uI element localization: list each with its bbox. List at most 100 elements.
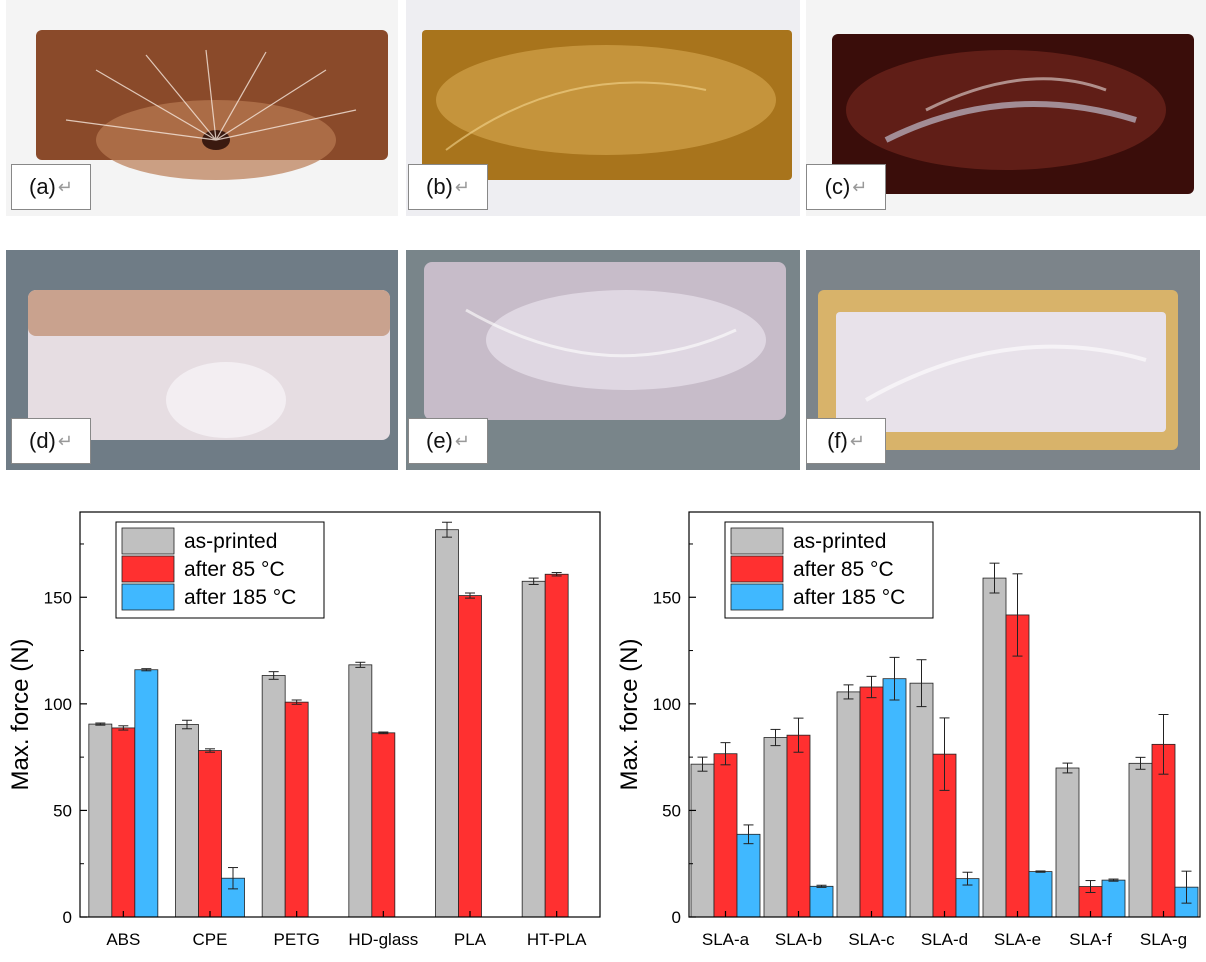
legend-entry: after 85 °C: [184, 558, 285, 581]
bar-2-0-3: [909, 682, 934, 918]
error-bar-2-0-6: [1135, 756, 1146, 770]
bar-2-0-6: [1128, 762, 1153, 918]
bar-1-0-5: [521, 580, 546, 918]
legend-swatch: [730, 555, 784, 583]
y-tick-label: 50: [662, 801, 681, 820]
photo-label-d: (d) ↵: [11, 418, 91, 464]
legend-entry: as-printed: [793, 530, 886, 553]
photo-b-image: [406, 0, 800, 216]
photo-panel-f: (f) ↵: [806, 250, 1200, 470]
error-bar-2-0-1: [770, 728, 781, 747]
error-bar-1-1-1: [205, 748, 215, 753]
bar-1-0-4: [435, 529, 459, 918]
bar-2-1-0: [713, 753, 738, 918]
error-bar-2-1-3: [939, 717, 950, 791]
photo-label-f: (f) ↵: [806, 418, 886, 464]
error-bar-1-2-1: [228, 867, 238, 890]
bar-2-2-4: [1028, 871, 1053, 918]
error-bar-2-2-6: [1181, 870, 1192, 904]
photo-panel-b: (b) ↵: [406, 0, 800, 216]
bar-2-0-5: [1055, 767, 1080, 918]
y-axis-label: Max. force (N): [7, 638, 34, 790]
legend-swatch: [121, 555, 175, 583]
y-tick-label: 0: [63, 908, 72, 927]
bar-2-2-5: [1101, 879, 1126, 918]
x-tick-label: SLA-b: [775, 930, 822, 949]
bar-1-0-3: [348, 664, 373, 918]
bar-2-0-1: [763, 737, 788, 918]
legend: as-printed after 85 °C after 185 °C: [724, 521, 934, 619]
error-bar-1-1-0: [118, 725, 129, 731]
legend-entry: after 85 °C: [793, 558, 894, 581]
x-tick-label: ABS: [106, 930, 140, 949]
bar-2-2-0: [736, 833, 761, 918]
legend-entry: after 185 °C: [184, 586, 296, 609]
x-tick-label: CPE: [193, 930, 228, 949]
bar-1-0-1: [175, 724, 199, 918]
photo-panel-c: (c) ↵: [806, 0, 1206, 216]
x-tick-label: SLA-a: [702, 930, 750, 949]
legend-entry: after 185 °C: [793, 586, 905, 609]
x-tick-label: SLA-f: [1069, 930, 1112, 949]
error-bar-2-1-5: [1085, 880, 1096, 893]
bar-2-0-0: [690, 763, 715, 918]
photo-label-b: (b) ↵: [408, 164, 488, 210]
bar-2-1-4: [1005, 614, 1030, 918]
bar-2-1-1: [786, 734, 811, 918]
legend-swatch: [730, 527, 784, 555]
error-bar-2-2-0: [743, 824, 754, 845]
photo-panel-a: (a) ↵: [6, 0, 398, 216]
legend: as-printed after 85 °C after 185 °C: [115, 521, 325, 619]
x-tick-label: SLA-e: [994, 930, 1041, 949]
photo-label-a: (a) ↵: [11, 164, 91, 210]
error-bar-1-2-0: [141, 668, 152, 672]
legend-swatch: [121, 583, 175, 611]
bar-1-1-5: [544, 573, 569, 918]
legend-swatch: [121, 527, 175, 555]
error-bar-2-0-3: [916, 659, 927, 708]
y-tick-label: 100: [653, 695, 681, 714]
x-tick-label: HD-glass: [348, 930, 418, 949]
bar-1-1-0: [111, 727, 136, 918]
photo-label-e: (e) ↵: [408, 418, 488, 464]
bar-1-1-2: [284, 701, 309, 918]
bar-1-0-2: [261, 675, 286, 918]
bar-2-0-4: [982, 577, 1007, 918]
error-bar-2-1-1: [793, 717, 804, 753]
photo-d-image: [6, 250, 398, 470]
x-tick-label: SLA-c: [848, 930, 895, 949]
x-tick-label: PETG: [274, 930, 320, 949]
error-bar-2-2-3: [962, 871, 973, 886]
bar-1-1-3: [371, 732, 396, 918]
error-bar-1-0-3: [355, 661, 366, 668]
bar-2-1-2: [859, 686, 884, 918]
legend-entry: as-printed: [184, 530, 277, 553]
error-bar-2-2-1: [816, 884, 827, 888]
error-bar-1-0-4: [442, 521, 452, 538]
error-bar-1-0-0: [95, 722, 106, 726]
y-axis-label: Max. force (N): [616, 638, 643, 790]
error-bar-1-1-3: [378, 731, 389, 735]
error-bar-2-0-0: [697, 756, 708, 772]
bar-2-0-2: [836, 691, 861, 918]
error-bar-1-0-2: [268, 671, 279, 680]
error-bar-2-1-0: [720, 742, 731, 766]
error-bar-2-0-4: [989, 562, 1000, 594]
chart-2: 0 50 100 150 SLA-a SLA-b SLA-c SLA-d SLA-e SLA-f S…: [616, 511, 1201, 949]
bar-2-2-2: [882, 678, 907, 918]
y-tick-label: 100: [44, 695, 72, 714]
y-tick-label: 0: [672, 908, 681, 927]
error-bar-2-2-4: [1035, 870, 1046, 873]
error-bar-1-1-5: [551, 572, 562, 577]
photo-panel-e: (e) ↵: [406, 250, 800, 470]
y-tick-label: 50: [53, 801, 72, 820]
x-tick-label: PLA: [454, 930, 487, 949]
x-tick-label: SLA-g: [1140, 930, 1187, 949]
x-tick-label: SLA-d: [921, 930, 968, 949]
error-bar-1-1-2: [291, 699, 302, 705]
error-bar-2-0-5: [1062, 762, 1073, 774]
bar-2-2-1: [809, 885, 834, 918]
x-tick-label: HT-PLA: [527, 930, 587, 949]
photo-panel-d: (d) ↵: [6, 250, 398, 470]
error-bar-2-1-4: [1012, 573, 1023, 657]
